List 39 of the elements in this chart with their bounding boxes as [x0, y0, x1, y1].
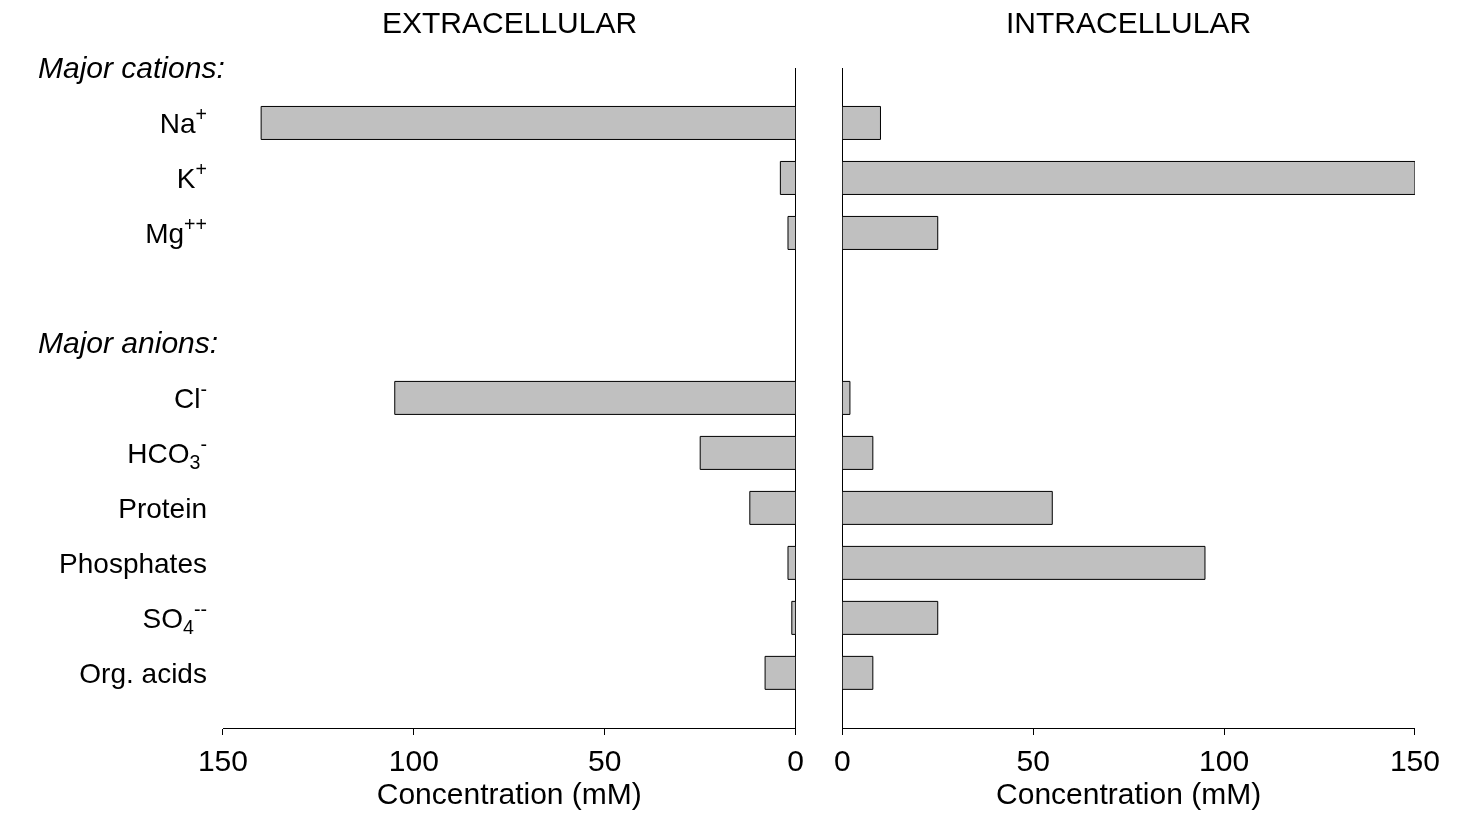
x-tick-label: 100 — [1199, 743, 1250, 777]
bar — [842, 215, 939, 250]
bar — [842, 160, 1415, 195]
x-tick-label: 100 — [388, 743, 439, 777]
annotation: Major cations: — [38, 51, 225, 84]
y-tick-label: Phosphates — [59, 547, 207, 579]
bar — [699, 435, 796, 470]
y-tick-label: Org. acids — [79, 657, 207, 689]
chart-title: EXTRACELLULAR — [382, 6, 638, 39]
bar — [394, 380, 796, 415]
text: Major anions: — [38, 326, 219, 359]
bar — [842, 655, 874, 690]
bar — [842, 490, 1053, 525]
y-tick-label: Mg$^{++}$ — [145, 212, 207, 249]
bar — [842, 545, 1206, 580]
bar — [842, 600, 939, 635]
y-tick-label: Na$^{+}$ — [159, 103, 207, 139]
bar — [787, 215, 796, 250]
x-tick-label: 50 — [1016, 743, 1050, 777]
x-tick-label: 150 — [197, 743, 248, 777]
bar — [779, 160, 796, 195]
y-tick-label: Protein — [118, 492, 207, 524]
bar — [842, 380, 851, 415]
x-tick-label: 150 — [1389, 743, 1440, 777]
chart-title: INTRACELLULAR — [1006, 6, 1252, 39]
x-axis-title: Concentration (mM) — [376, 776, 642, 810]
bar — [787, 545, 796, 580]
y-tick-label: Cl$^{-}$ — [173, 377, 207, 414]
bar — [842, 435, 874, 470]
x-axis-title: Concentration (mM) — [996, 776, 1262, 810]
y-tick-label: K$^{+}$ — [176, 158, 207, 194]
x-tick-label: 50 — [588, 743, 622, 777]
bar — [764, 655, 796, 690]
bar — [749, 490, 796, 525]
bar — [842, 105, 881, 140]
x-tick-label: 0 — [787, 743, 804, 777]
x-tick-label: 0 — [833, 743, 851, 777]
bar — [791, 600, 796, 635]
bar — [260, 105, 796, 140]
